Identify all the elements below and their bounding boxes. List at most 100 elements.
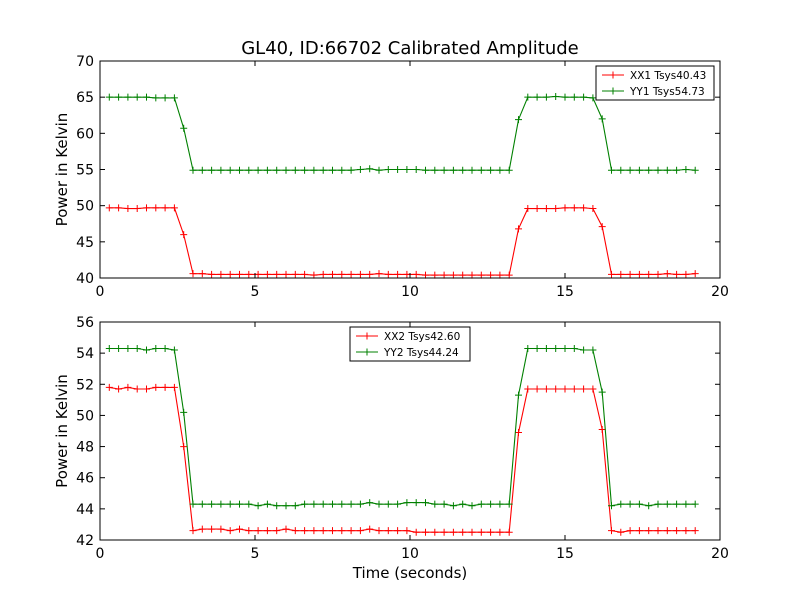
ax1-series-2-point	[515, 116, 522, 124]
ax1-series-1-point	[617, 270, 625, 278]
ax2-series-1-point	[124, 383, 132, 391]
ax1-series-2-point	[449, 166, 457, 174]
ax2-series-2-point	[329, 500, 336, 508]
ax2-series-1-point	[598, 425, 606, 433]
ax1-series-2-point	[152, 94, 160, 102]
ax1-series-2-point	[338, 166, 346, 174]
ax1-series-1-point	[487, 271, 495, 279]
ax2-series-2-point	[515, 391, 522, 399]
ax2-series-1-point	[143, 385, 150, 393]
ax1-series-1-point	[570, 204, 578, 212]
ax2-series-2-point	[273, 502, 281, 510]
ax2-series-2-point	[152, 344, 160, 352]
ax2-y-tick-label: 54	[76, 346, 94, 362]
ax2-x-tick-label: 0	[96, 546, 105, 562]
ax1-series-2-point	[394, 166, 402, 173]
ax2-legend: XX2 Tsys42.60 YY2 Tsys44.24	[349, 326, 471, 362]
ax1-series-1-point	[468, 271, 476, 279]
ax2-legend-swatch-marker	[363, 348, 371, 356]
ax1-series-1-point	[598, 223, 606, 231]
ax1-y-tick-label: 70	[76, 54, 94, 70]
ax2-series-2-point	[180, 408, 188, 416]
ax2-series-1-point	[635, 527, 643, 535]
ax1-series-2-point	[459, 166, 467, 174]
ax1-series-2-point	[189, 166, 197, 174]
ax2-series-2-point	[524, 344, 532, 352]
ax2-series-2-point	[403, 499, 411, 507]
ax1-series-1-point	[533, 205, 541, 213]
ax2-legend-box	[349, 326, 471, 362]
ax2-series-2-point	[477, 500, 485, 508]
ax2-legend-label: YY2 Tsys44.24	[383, 347, 459, 359]
ax2-series-2-point	[645, 502, 653, 510]
chart-title: GL40, ID:66702 Calibrated Amplitude	[241, 38, 579, 59]
ax2-y-tick-label: 46	[76, 471, 94, 487]
ax2-series-1-point	[161, 383, 169, 391]
ax2-legend-label: XX2 Tsys42.60	[384, 331, 460, 343]
ax2-series-1-point	[301, 527, 309, 535]
ax1-x-tick-label: 5	[251, 284, 260, 300]
ax2-series-2-point	[449, 502, 457, 510]
ax1-series-1-point	[449, 271, 457, 279]
ax1-series-2-point	[422, 166, 429, 174]
ax1-legend-label: XX1 Tsys40.43	[630, 70, 706, 82]
ax2-x-axis-label: Time (seconds)	[352, 564, 468, 582]
ax1-series-2-point	[608, 166, 615, 174]
ax1-x-tick-label: 10	[401, 284, 419, 300]
ax2-series-1-point	[487, 528, 495, 536]
ax1-series-2-point	[682, 166, 690, 173]
ax2-series-2-point	[217, 500, 225, 508]
ax2-series-2-point	[673, 500, 681, 508]
ax2-series-1-point	[468, 528, 476, 536]
ax2-x-tick-label: 10	[401, 546, 419, 562]
ax1-series-1-point	[124, 205, 132, 213]
ax2-series-2-point	[105, 344, 113, 352]
ax2-series-1-point	[682, 527, 690, 535]
ax1-series-1-point	[440, 271, 448, 279]
ax1-series-1-point	[635, 270, 643, 278]
ax2-series-1-point	[356, 527, 364, 535]
ax1-series-1-point	[654, 270, 662, 278]
ax1-series-2-point	[496, 166, 504, 174]
ax1-series-1-point	[459, 271, 467, 279]
ax1-series-1-point	[301, 270, 309, 278]
ax1-series-1-point	[143, 204, 150, 212]
ax2-series-1-point	[589, 385, 597, 393]
ax1-series-2-point	[291, 166, 299, 174]
ax2-y-tick-label: 50	[76, 408, 94, 424]
ax2-series-2-point	[124, 344, 132, 352]
bottom-subplot: 0 5 10 15 20 42 44 46 48 50 52 54 56 Power in Kelvin T…	[53, 315, 729, 582]
ax2-series-1-point	[189, 527, 197, 535]
ax2-series-1-point	[552, 385, 560, 393]
ax2-series-2-point	[422, 499, 429, 507]
ax1-series-2-line	[109, 95, 696, 171]
ax1-series-2-point	[226, 166, 234, 174]
ax2-series-1-point	[663, 527, 671, 535]
ax2-series-1-point	[366, 525, 374, 533]
ax1-y-axis-label: Power in Kelvin	[53, 113, 71, 227]
ax1-series-1-point	[496, 271, 504, 279]
ax1-series-2-point	[236, 166, 243, 174]
ax2-series-2-point	[561, 344, 569, 352]
ax1-series-1-point	[236, 270, 243, 278]
ax1-series-1-point	[161, 204, 169, 212]
ax2-series-1-point	[180, 443, 188, 451]
ax1-series-1-point	[412, 270, 420, 278]
ax1-series-2-point	[301, 166, 309, 174]
ax2-series-1-point	[431, 528, 439, 536]
ax1-series-1-point	[263, 270, 271, 278]
ax1-legend-swatch-marker	[609, 87, 617, 95]
ax2-series-2-point	[366, 499, 374, 507]
ax1-series-1-point	[226, 270, 234, 278]
ax1-series-2-point	[617, 166, 625, 174]
ax2-series-2-point	[356, 500, 364, 508]
ax2-series-1-point	[477, 528, 485, 536]
ax2-series-2-point	[654, 500, 662, 508]
ax1-series-2-point	[115, 93, 123, 101]
ax2-series-1-point	[626, 527, 634, 535]
ax2-series-1-point	[691, 527, 699, 535]
ax2-series-1-point	[245, 527, 253, 535]
ax2-series-2-point	[626, 500, 634, 508]
ax1-series-1-point	[105, 204, 113, 212]
ax2-series-2-point	[338, 500, 346, 508]
